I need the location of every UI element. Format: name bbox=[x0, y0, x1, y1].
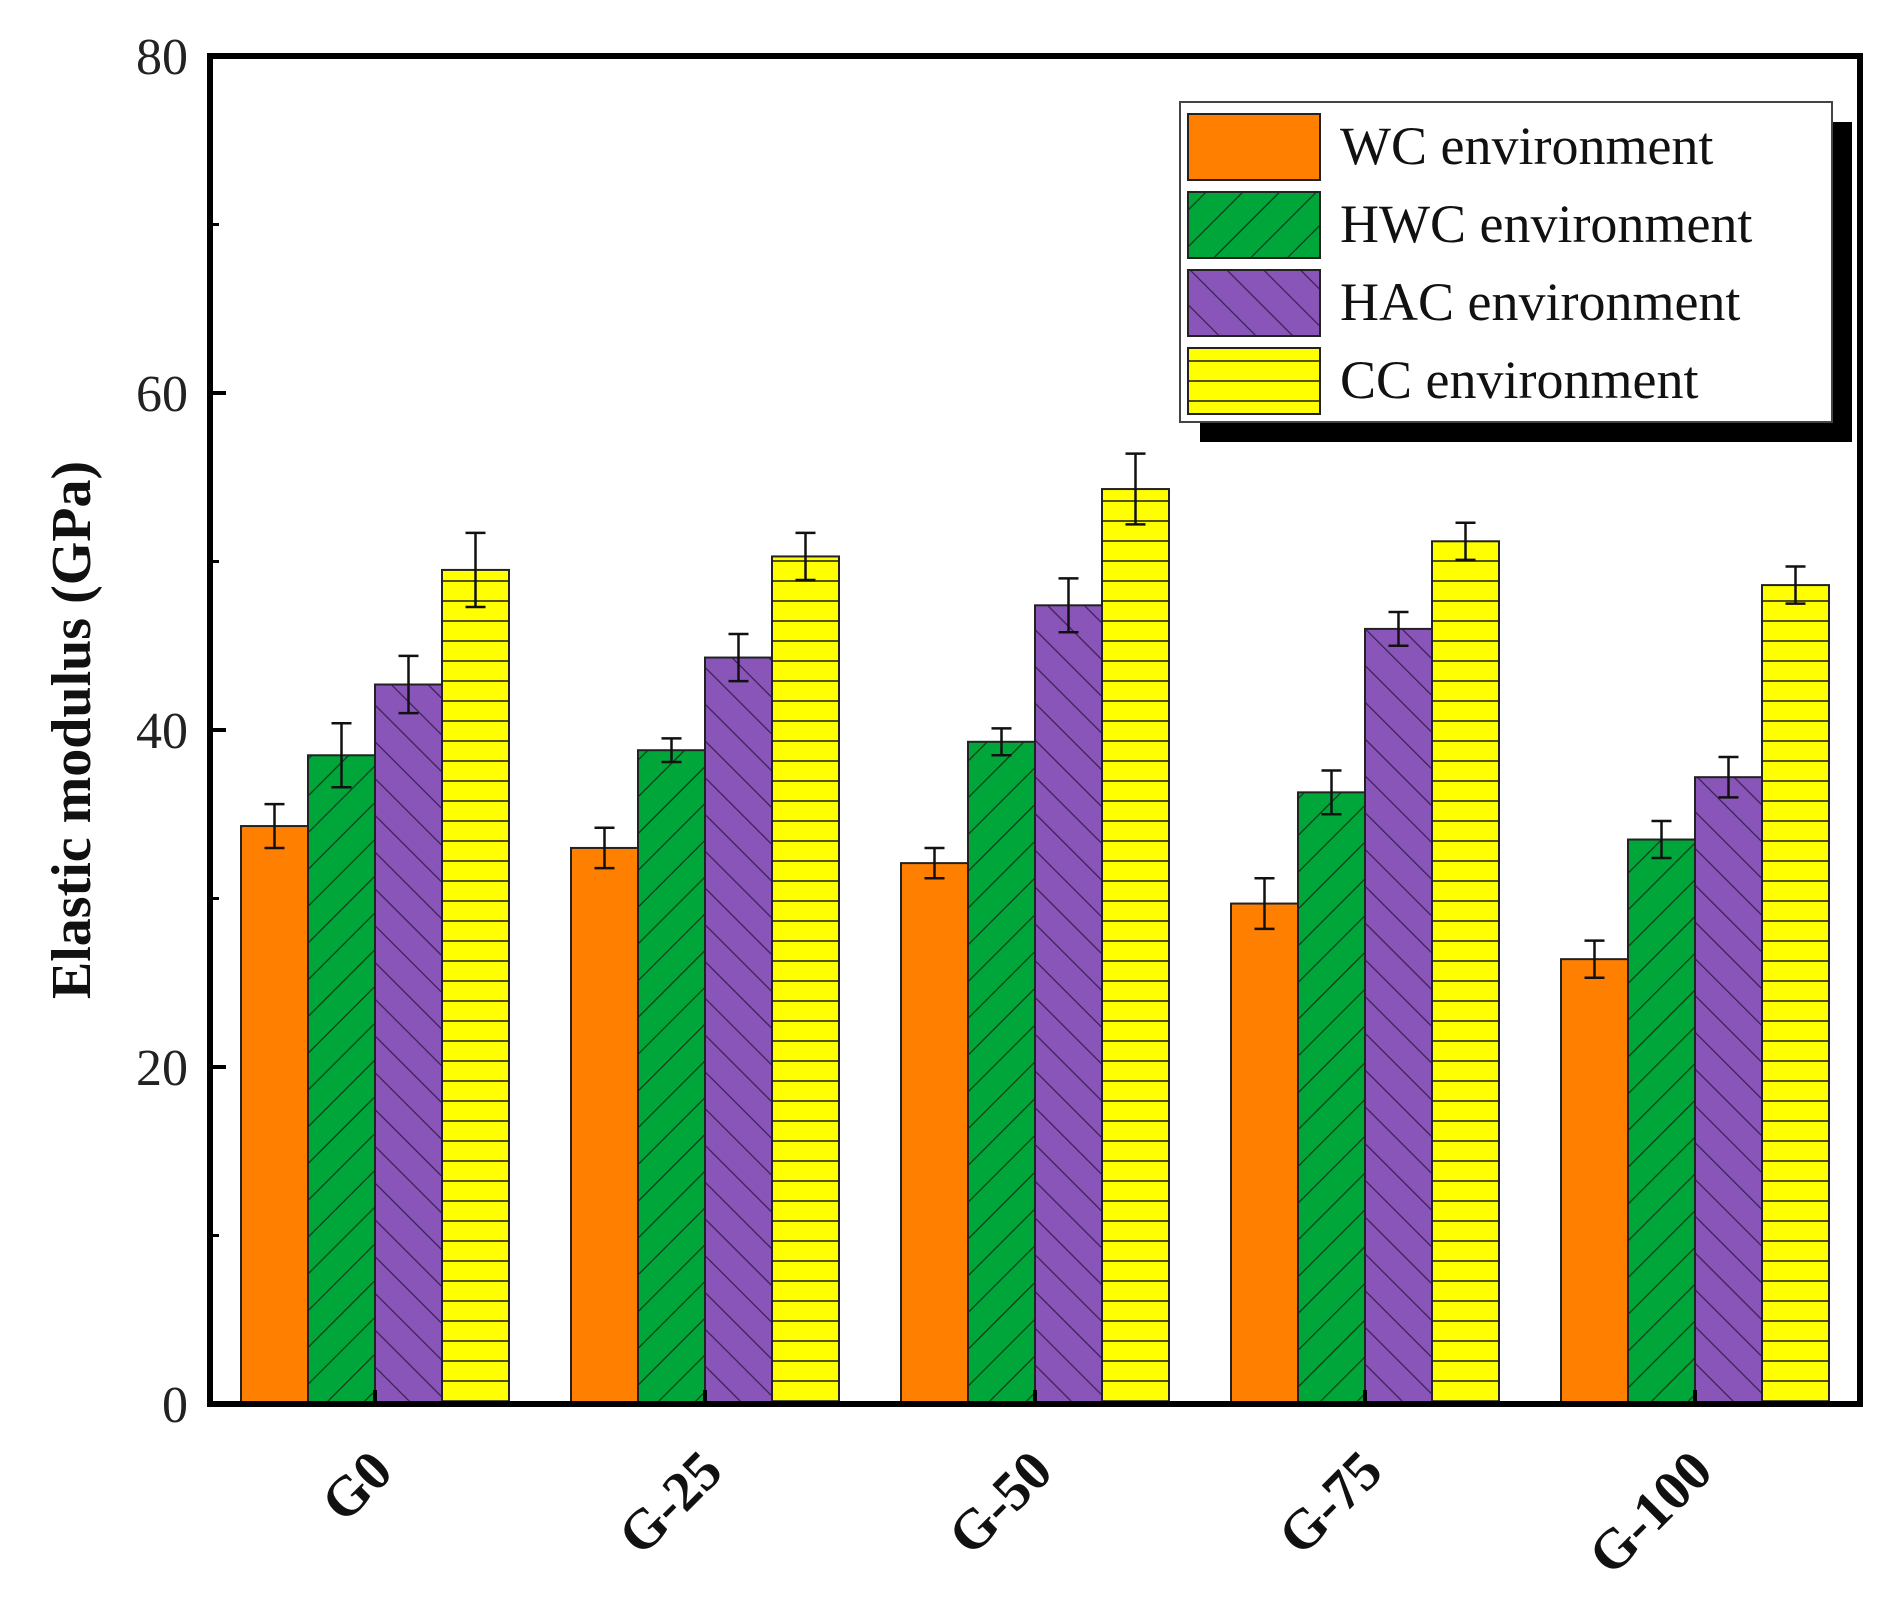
bar-G-25-CC bbox=[771, 555, 840, 1405]
bar-G0-HAC bbox=[374, 683, 443, 1405]
legend-swatch bbox=[1187, 347, 1321, 415]
x-axis: G0 G-25 G-50 G-75 G-100 bbox=[310, 1390, 1724, 1587]
legend-swatch bbox=[1187, 113, 1321, 181]
x-category-label: G-100 bbox=[1577, 1439, 1724, 1586]
y-tick-label: 40 bbox=[136, 703, 188, 760]
bar-G-100-CC bbox=[1761, 584, 1830, 1405]
legend: WC environment HWC environment HAC environ… bbox=[1187, 113, 1752, 415]
y-tick-label: 60 bbox=[136, 366, 188, 423]
y-tick-label: 0 bbox=[162, 1377, 188, 1434]
bar-G-75-WC bbox=[1230, 902, 1299, 1405]
bar-G0-WC bbox=[240, 825, 309, 1405]
y-tick-label: 20 bbox=[136, 1040, 188, 1097]
bar-G0-CC bbox=[441, 568, 510, 1405]
bar-G-25-HAC bbox=[704, 656, 773, 1405]
bar-G-50-CC bbox=[1101, 488, 1170, 1406]
x-category-label: G0 bbox=[310, 1439, 404, 1533]
x-category-label: G-75 bbox=[1267, 1439, 1394, 1566]
bar-G-75-HWC bbox=[1297, 791, 1366, 1405]
legend-swatch bbox=[1187, 191, 1321, 259]
bar-G-75-HAC bbox=[1364, 627, 1433, 1405]
bar-G-50-WC bbox=[900, 862, 969, 1405]
bar-G-50-HAC bbox=[1034, 604, 1103, 1405]
y-axis: 0 20 40 60 80 bbox=[136, 29, 226, 1434]
error-bars-group bbox=[264, 452, 1806, 979]
legend-label: CC environment bbox=[1340, 350, 1698, 410]
x-category-label: G-50 bbox=[937, 1439, 1064, 1566]
y-tick-label: 80 bbox=[136, 29, 188, 86]
x-category-label: G-25 bbox=[607, 1439, 734, 1566]
legend-swatch bbox=[1187, 269, 1321, 337]
bar-G-25-HWC bbox=[637, 749, 706, 1405]
bar-G-100-HAC bbox=[1694, 776, 1763, 1405]
bar-G-75-CC bbox=[1431, 540, 1500, 1405]
bars-group bbox=[240, 488, 1830, 1406]
legend-label: HWC environment bbox=[1340, 194, 1752, 254]
legend-label: HAC environment bbox=[1340, 272, 1740, 332]
y-axis-title: Elastic modulus (GPa) bbox=[41, 461, 103, 999]
bar-G-100-WC bbox=[1560, 958, 1629, 1405]
bar-G0-HWC bbox=[307, 754, 376, 1405]
bar-G-25-WC bbox=[570, 846, 639, 1405]
bar-G-100-HWC bbox=[1627, 838, 1696, 1405]
legend-label: WC environment bbox=[1340, 116, 1713, 176]
bar-G-50-HWC bbox=[967, 740, 1036, 1405]
